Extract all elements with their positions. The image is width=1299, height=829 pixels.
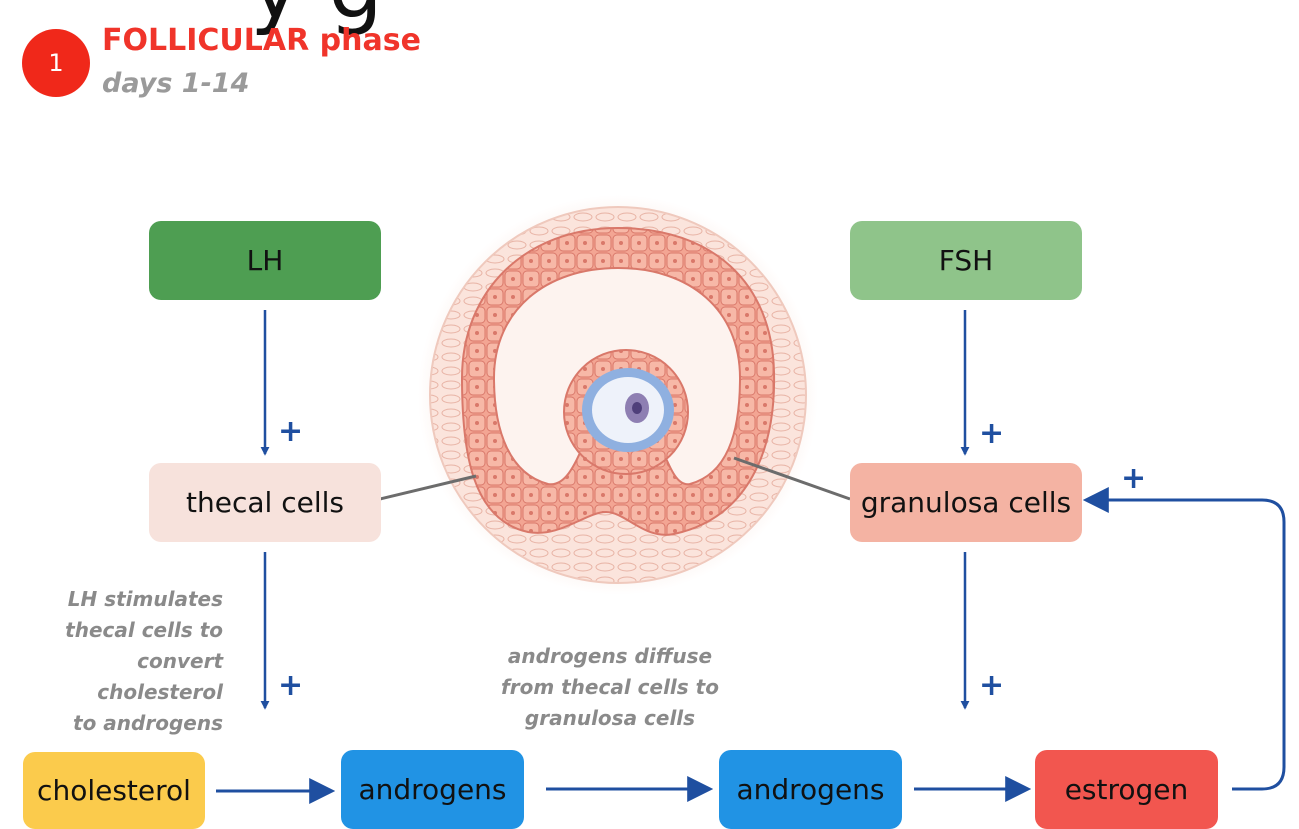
step-number-badge: 1	[22, 29, 90, 97]
lh-note-line: thecal cells to	[65, 618, 223, 642]
cholesterol-box: cholesterol	[23, 752, 205, 829]
lh-note-line: convert cholesterol	[97, 649, 223, 704]
thecal-plus-sign: +	[278, 668, 304, 703]
lh-plus-sign: +	[278, 414, 304, 449]
lh-note-line: LH stimulates	[67, 587, 223, 611]
phase-days: days 1-14	[102, 68, 250, 99]
granulosa-pointer-line	[733, 456, 851, 501]
slide-title-cropped: y g	[250, 0, 383, 38]
androgens-granulosa-box: androgens	[719, 750, 902, 829]
lh-box: LH	[149, 221, 381, 300]
estrogen-box: estrogen	[1035, 750, 1218, 829]
fsh-plus-sign: +	[979, 416, 1005, 451]
androgens-diffuse-note: androgens diffuse from thecal cells to g…	[490, 641, 730, 734]
thecal-pointer-line	[379, 474, 477, 501]
phase-title: FOLLICULAR phase	[102, 23, 421, 58]
androgens-thecal-box: androgens	[341, 750, 524, 829]
diffuse-note-line: from thecal cells to	[501, 675, 719, 699]
fsh-box: FSH	[850, 221, 1082, 300]
diffuse-note-line: granulosa cells	[524, 706, 696, 730]
granulosa-plus-sign: +	[979, 668, 1005, 703]
lh-note-line: to androgens	[73, 711, 223, 735]
lh-stimulates-note: LH stimulates thecal cells to convert ch…	[8, 584, 223, 739]
diffuse-note-line: androgens diffuse	[507, 644, 713, 668]
granulosa-cells-box: granulosa cells	[850, 463, 1082, 542]
follicle-illustration	[418, 195, 818, 595]
thecal-cells-box: thecal cells	[149, 463, 381, 542]
estrogen-feedback-plus-sign: +	[1121, 461, 1147, 496]
estrogen-feedback-arrow	[1082, 487, 1286, 791]
